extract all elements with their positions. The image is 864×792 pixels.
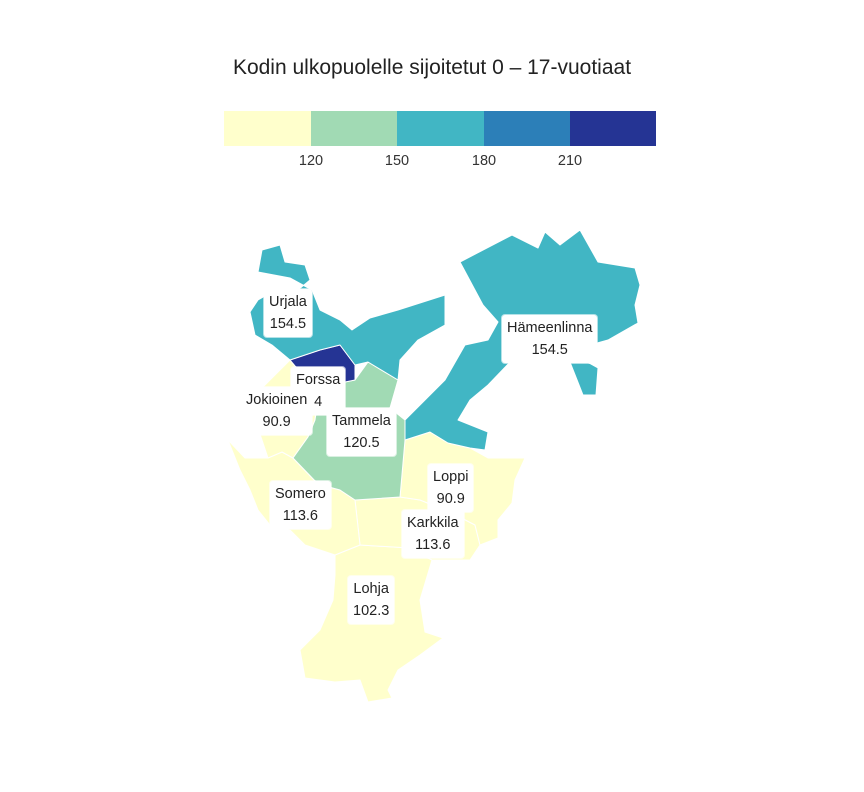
legend-tick-150: 150	[384, 153, 410, 169]
legend-bin-150	[397, 111, 484, 146]
label-loppi: Loppi 90.9	[428, 464, 474, 512]
legend-bin-0	[224, 111, 311, 146]
label-tammela-value: 120.5	[343, 435, 380, 451]
label-lohja-value: 102.3	[353, 603, 390, 619]
label-somero-value: 113.6	[282, 508, 318, 524]
label-karkkila-value: 113.6	[415, 537, 451, 553]
label-lohja: Lohja 102.3	[348, 576, 395, 624]
label-jokioinen: Jokioinen 90.9	[241, 387, 313, 435]
label-jokioinen-value: 90.9	[262, 414, 291, 430]
label-urjala: Urjala 154.5	[264, 289, 312, 337]
legend-tick-120: 120	[298, 153, 324, 169]
label-forssa-name: Forssa	[296, 372, 341, 388]
label-hameenlinna: Hämeenlinna 154.5	[502, 315, 598, 363]
label-urjala-name: Urjala	[269, 294, 307, 310]
label-loppi-value: 90.9	[436, 491, 465, 507]
label-hameenlinna-value: 154.5	[531, 342, 568, 358]
legend-tick-210: 210	[557, 153, 583, 169]
label-somero-name: Somero	[275, 486, 326, 502]
label-hameenlinna-name: Hämeenlinna	[507, 320, 593, 336]
label-somero: Somero 113.6	[270, 481, 331, 529]
legend-color-bar	[224, 111, 656, 146]
label-forssa-value: 4	[314, 394, 323, 410]
label-karkkila: Karkkila 113.6	[402, 510, 464, 558]
region-urjala[interactable]	[249, 244, 446, 381]
label-urjala-value: 154.5	[269, 316, 307, 332]
legend-tick-180: 180	[471, 153, 497, 169]
label-tammela: Tammela 120.5	[327, 408, 396, 456]
legend-bin-210	[570, 111, 656, 146]
label-karkkila-name: Karkkila	[407, 515, 459, 531]
label-jokioinen-name: Jokioinen	[246, 392, 308, 408]
map-title: Kodin ulkopuolelle sijoitetut 0 – 17-vuo…	[232, 56, 632, 79]
label-tammela-name: Tammela	[332, 413, 391, 429]
legend-bin-180	[484, 111, 570, 146]
label-lohja-name: Lohja	[353, 581, 389, 597]
legend-bin-120	[311, 111, 397, 146]
label-loppi-name: Loppi	[433, 469, 469, 485]
